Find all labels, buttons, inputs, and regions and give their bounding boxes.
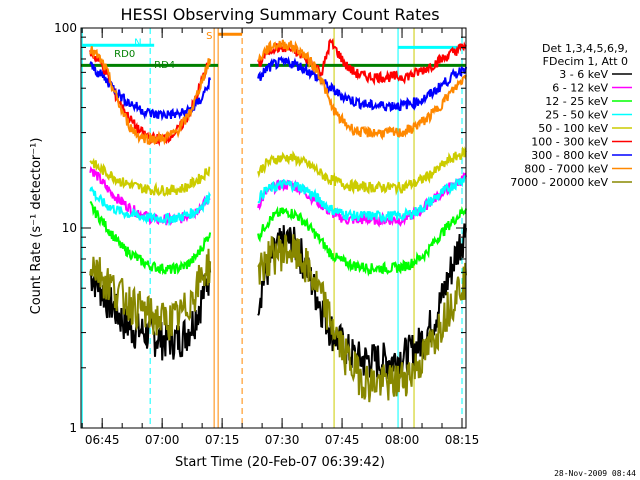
legend-label: 100 - 300 keV [531,136,608,149]
footer-timestamp: 28-Nov-2009 08:44 [554,469,636,478]
axis-frame: 1 10 100 06:45 07:00 07:15 07:30 07:45 08:00 08:1… [54,21,479,447]
x-tick-label: 07:45 [325,433,360,447]
x-tick-label: 07:00 [145,433,180,447]
series-line-2-0 [89,200,212,276]
y-tick-label: 1 [69,421,77,435]
legend-label: 800 - 7000 keV [524,163,608,176]
x-tick-label: 07:15 [205,433,240,447]
x-tick-label: 08:00 [385,433,420,447]
series-line-3-0 [89,186,211,227]
series-line-8-0 [89,248,212,341]
legend: Det 1,3,4,5,6,9,FDecim 1, Att 03 - 6 keV… [510,42,632,189]
legend-label: 7000 - 20000 keV [510,176,608,189]
series-line-8-1 [257,234,467,403]
legend-label: 25 - 50 keV [545,109,608,122]
annotation-2: RD4 [154,60,175,71]
series-line-0-1 [257,223,467,381]
series-line-3-1 [257,174,467,224]
y-tick-label: 100 [54,21,77,35]
series-line-7-1 [257,39,467,141]
series-line-4-0 [89,157,211,197]
legend-label: 3 - 6 keV [559,68,608,81]
x-tick-label: 07:30 [265,433,300,447]
annotation-0: N [134,37,141,48]
y-tick-label: 10 [62,221,77,235]
annotation-3: S [206,31,212,42]
legend-label: 6 - 12 keV [552,82,608,95]
series-line-7-0 [89,46,212,146]
legend-header: FDecim 1, Att 0 [543,55,628,68]
legend-label: 50 - 100 keV [538,122,608,135]
annotation-1: RD0 [114,49,135,60]
legend-label: 300 - 800 keV [531,149,608,162]
x-axis-label: Start Time (20-Feb-07 06:39:42) [175,455,385,470]
series-line-4-1 [257,146,467,196]
series-line-6-1 [257,55,467,113]
chart-title: HESSI Observing Summary Count Rates [120,5,439,24]
series-line-2-1 [257,205,467,277]
legend-header: Det 1,3,4,5,6,9, [542,42,628,55]
y-axis-label: Count Rate (s⁻¹ detector⁻¹) [29,138,44,315]
legend-label: 12 - 25 keV [545,95,608,108]
x-tick-label: 08:15 [445,433,480,447]
x-tick-label: 06:45 [85,433,120,447]
